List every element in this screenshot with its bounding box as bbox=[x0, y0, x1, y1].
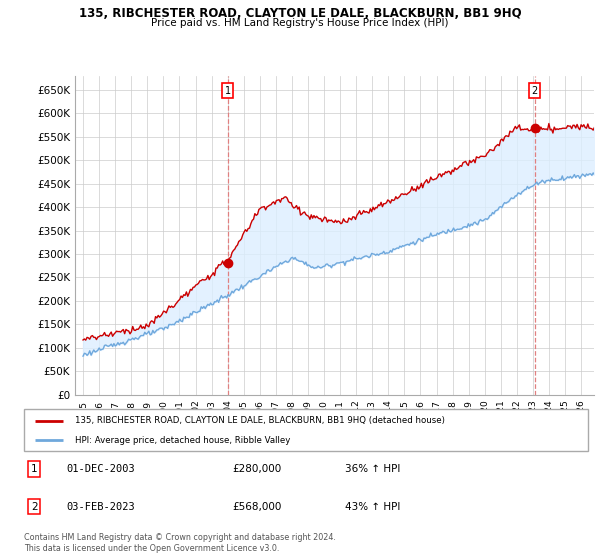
Text: 36% ↑ HPI: 36% ↑ HPI bbox=[346, 464, 401, 474]
Text: 01-DEC-2003: 01-DEC-2003 bbox=[66, 464, 135, 474]
Text: Contains HM Land Registry data © Crown copyright and database right 2024.
This d: Contains HM Land Registry data © Crown c… bbox=[24, 533, 336, 553]
Text: 135, RIBCHESTER ROAD, CLAYTON LE DALE, BLACKBURN, BB1 9HQ (detached house): 135, RIBCHESTER ROAD, CLAYTON LE DALE, B… bbox=[75, 416, 445, 425]
Text: Price paid vs. HM Land Registry's House Price Index (HPI): Price paid vs. HM Land Registry's House … bbox=[151, 18, 449, 28]
Text: 1: 1 bbox=[31, 464, 37, 474]
Text: £568,000: £568,000 bbox=[233, 502, 282, 511]
Text: £280,000: £280,000 bbox=[233, 464, 282, 474]
Text: HPI: Average price, detached house, Ribble Valley: HPI: Average price, detached house, Ribb… bbox=[75, 436, 290, 445]
Text: 135, RIBCHESTER ROAD, CLAYTON LE DALE, BLACKBURN, BB1 9HQ: 135, RIBCHESTER ROAD, CLAYTON LE DALE, B… bbox=[79, 7, 521, 20]
Text: 43% ↑ HPI: 43% ↑ HPI bbox=[346, 502, 401, 511]
Text: 1: 1 bbox=[224, 86, 231, 96]
Text: 2: 2 bbox=[532, 86, 538, 96]
Text: 03-FEB-2023: 03-FEB-2023 bbox=[66, 502, 135, 511]
Text: 2: 2 bbox=[31, 502, 37, 511]
